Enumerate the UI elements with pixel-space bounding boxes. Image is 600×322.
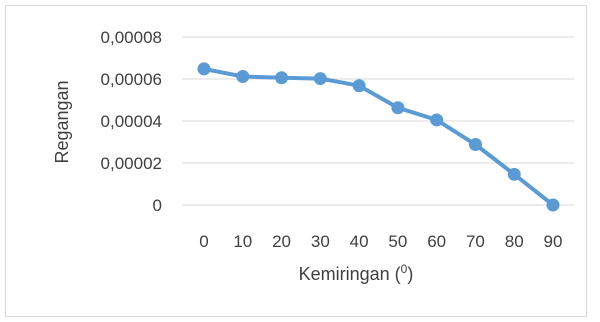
data-point <box>352 79 366 93</box>
x-tick-label: 30 <box>311 232 330 251</box>
series-line <box>203 66 555 207</box>
data-point <box>313 72 327 86</box>
chart-frame <box>5 5 587 317</box>
series-layer <box>197 62 560 212</box>
y-tick-label: 0,00008 <box>101 28 162 47</box>
y-tick-label: 0,00002 <box>101 154 162 173</box>
x-axis-title-text: Kemiringan ( <box>299 264 401 284</box>
x-tick-label: 0 <box>199 232 208 251</box>
x-tick-label: 60 <box>427 232 446 251</box>
x-tick-label: 80 <box>505 232 524 251</box>
y-tick-labels: 0 0,00002 0,00004 0,00006 0,00008 <box>101 28 162 215</box>
grid-lines <box>182 36 574 206</box>
x-axis-title-superscript: 0 <box>401 262 408 276</box>
data-point <box>546 198 560 212</box>
x-tick-label: 20 <box>272 232 291 251</box>
y-tick-label: 0,00006 <box>101 70 162 89</box>
data-point <box>236 69 250 83</box>
x-tick-labels: 0 10 20 30 40 50 60 70 80 90 <box>199 232 562 251</box>
x-tick-label: 40 <box>350 232 369 251</box>
data-point <box>197 62 211 76</box>
data-point <box>468 138 482 152</box>
x-tick-label: 50 <box>388 232 407 251</box>
y-tick-label: 0 <box>153 196 162 215</box>
y-axis-title: Regangan <box>52 80 72 163</box>
data-point <box>275 71 289 85</box>
x-tick-label: 90 <box>544 232 563 251</box>
x-axis-title: Kemiringan (0) <box>299 262 414 284</box>
data-point <box>391 101 405 115</box>
y-tick-label: 0,00004 <box>101 112 162 131</box>
data-point <box>430 113 444 127</box>
x-axis-title-suffix: ) <box>407 264 413 284</box>
x-tick-label: 10 <box>233 232 252 251</box>
data-point <box>507 167 521 181</box>
x-tick-label: 70 <box>466 232 485 251</box>
